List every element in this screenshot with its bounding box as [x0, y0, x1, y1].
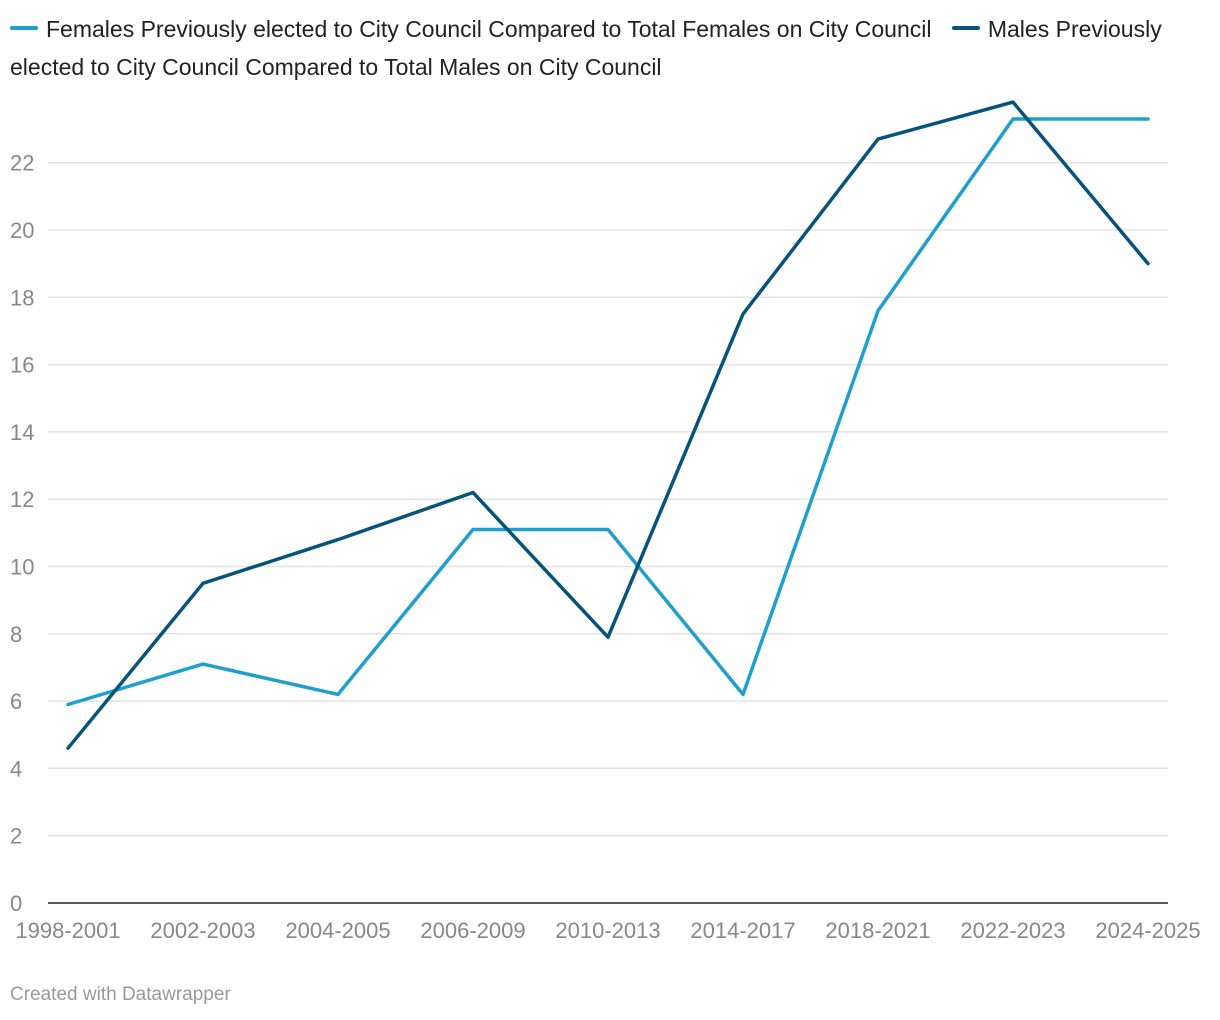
- legend-swatch-females: [10, 25, 38, 30]
- y-tick-label-2: 2: [10, 824, 22, 849]
- y-tick-label-22: 22: [10, 151, 34, 176]
- series-line-1: [66, 100, 1150, 750]
- y-tick-label-20: 20: [10, 218, 34, 243]
- x-tick-label-0: 1998-2001: [15, 918, 120, 943]
- series-lines: [66, 100, 1150, 750]
- y-tick-label-10: 10: [10, 555, 34, 580]
- x-tick-label-6: 2018-2021: [825, 918, 930, 943]
- legend-label-males: Males Previously elected to City Council…: [10, 16, 1162, 80]
- series-line-0: [66, 117, 1150, 707]
- gridlines: [48, 161, 1168, 837]
- x-tick-label-7: 2022-2023: [960, 918, 1065, 943]
- chart-legend: Females Previously elected to City Counc…: [10, 10, 1210, 86]
- footer-credit: Created with Datawrapper: [10, 984, 231, 1005]
- x-tick-label-4: 2010-2013: [555, 918, 660, 943]
- legend-label-females: Females Previously elected to City Counc…: [46, 16, 932, 42]
- y-axis-ticks: 0 2 4 6 8 10 12 14 16 18 20 22: [10, 151, 34, 916]
- x-tick-label-1: 2002-2003: [150, 918, 255, 943]
- x-tick-label-2: 2004-2005: [285, 918, 390, 943]
- y-tick-label-6: 6: [10, 689, 22, 714]
- y-tick-label-18: 18: [10, 285, 34, 310]
- x-tick-label-5: 2014-2017: [690, 918, 795, 943]
- y-tick-label-0: 0: [10, 891, 22, 916]
- x-tick-label-3: 2006-2009: [420, 918, 525, 943]
- y-tick-label-4: 4: [10, 756, 22, 781]
- legend-item-males: Males Previously elected to City Council…: [10, 16, 1162, 80]
- y-tick-label-14: 14: [10, 420, 34, 445]
- legend-item-females: Females Previously elected to City Counc…: [10, 16, 931, 42]
- x-axis-ticks: 1998-2001 2002-2003 2004-2005 2006-2009 2010…: [15, 918, 1200, 943]
- y-tick-label-12: 12: [10, 487, 34, 512]
- y-tick-label-16: 16: [10, 353, 34, 378]
- x-tick-label-8: 2024-2025: [1095, 918, 1200, 943]
- y-tick-label-8: 8: [10, 622, 22, 647]
- legend-swatch-males: [951, 25, 980, 30]
